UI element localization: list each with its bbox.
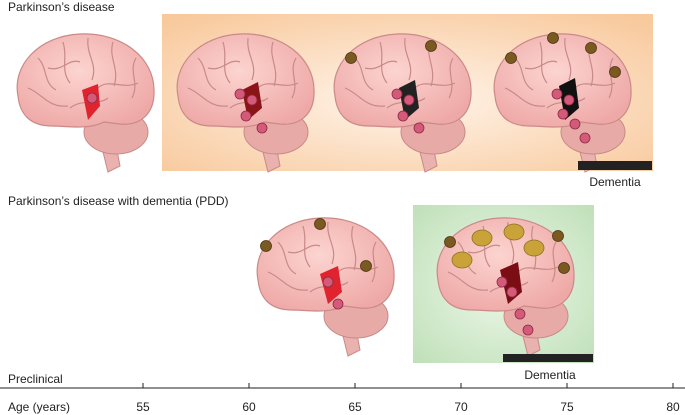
illustration-part [552, 230, 564, 242]
tick-label: 60 [242, 400, 256, 414]
illustration-part [234, 88, 246, 100]
illustration-part [451, 251, 473, 269]
illustration-part [332, 298, 344, 310]
brain [333, 33, 472, 173]
axis-label: Age (years) [8, 400, 70, 414]
illustration-part [425, 40, 437, 52]
brain [436, 217, 575, 357]
illustration-part [322, 276, 334, 288]
tick-label: 70 [454, 400, 468, 414]
brain [493, 32, 632, 173]
illustration-part [558, 262, 570, 274]
illustration-part [444, 236, 456, 248]
illustration-part [86, 92, 98, 104]
illustration-part [496, 276, 508, 288]
section-title: Parkinson’s disease [8, 0, 115, 14]
illustration-part [314, 218, 326, 230]
illustration-part [505, 52, 517, 64]
illustration-part [523, 239, 545, 257]
tick-label: 55 [136, 400, 150, 414]
brain [16, 33, 155, 173]
illustration-part [551, 88, 563, 100]
illustration-part [563, 94, 575, 106]
illustration-part [522, 324, 534, 336]
illustration-part [345, 52, 357, 64]
illustration-part [503, 223, 525, 241]
illustration-part [246, 94, 258, 106]
axis-ticks: 55 60 65 70 75 80 [136, 383, 680, 414]
brain [256, 217, 395, 357]
dementia-label: Dementia [589, 175, 641, 189]
illustration-part [514, 308, 526, 320]
illustration-part [240, 110, 252, 122]
illustration-part [569, 118, 581, 130]
illustration-part [260, 240, 272, 252]
section-title: Parkinson’s disease with dementia (PDD) [8, 194, 229, 208]
illustration-part [360, 260, 372, 272]
illustration-part [397, 110, 409, 122]
illustration-part [506, 286, 518, 298]
tick-label: 80 [666, 400, 680, 414]
brain [176, 33, 315, 173]
dementia-label: Dementia [524, 368, 576, 382]
timeline-label: Preclinical [8, 372, 63, 386]
tick-label: 75 [560, 400, 574, 414]
dementia-bar [578, 161, 652, 170]
illustration-part [585, 42, 597, 54]
illustration-part [413, 122, 425, 134]
dementia-bar [503, 354, 593, 362]
illustration-part [391, 88, 403, 100]
illustration-part [403, 94, 415, 106]
illustration-part [557, 108, 569, 120]
illustration-part [547, 32, 559, 44]
illustration-part [579, 132, 591, 144]
illustration-part [256, 122, 268, 134]
illustration-part [471, 229, 493, 247]
tick-label: 65 [348, 400, 362, 414]
illustration-part [609, 66, 621, 78]
